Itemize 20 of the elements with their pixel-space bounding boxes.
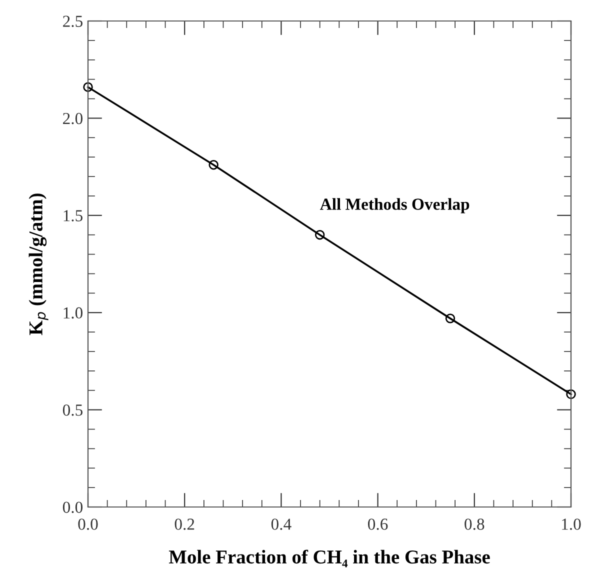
y-tick-label: 0.0 [62, 502, 83, 514]
y-tick-label: 2.5 [63, 16, 82, 28]
point [83, 82, 93, 92]
x-axis-title: Mole Fraction of CH₄ in the Gas Phase [168, 550, 490, 568]
x-tick-label: 0.8 [464, 518, 484, 530]
y-tick-label: 2.0 [63, 112, 83, 124]
x-tick-label: 0.4 [271, 518, 292, 530]
point [208, 160, 218, 170]
point [445, 314, 456, 324]
y-axis-title: K$_{p}$ (mmol/g/atm) [28, 194, 48, 336]
x-tick-label: 1.0 [562, 518, 581, 530]
x-tick-label: 0.6 [368, 518, 388, 530]
y-tick-label: 1.5 [64, 210, 82, 222]
x-tick-label: 0.0 [78, 518, 98, 530]
x-tick-label: 0.2 [174, 518, 194, 530]
annotation: All Methods Overlap [320, 198, 470, 214]
point [566, 389, 576, 400]
y-tick-label: 1.0 [64, 307, 83, 319]
y-tick-label: 0.5 [62, 404, 82, 416]
point [314, 230, 325, 240]
